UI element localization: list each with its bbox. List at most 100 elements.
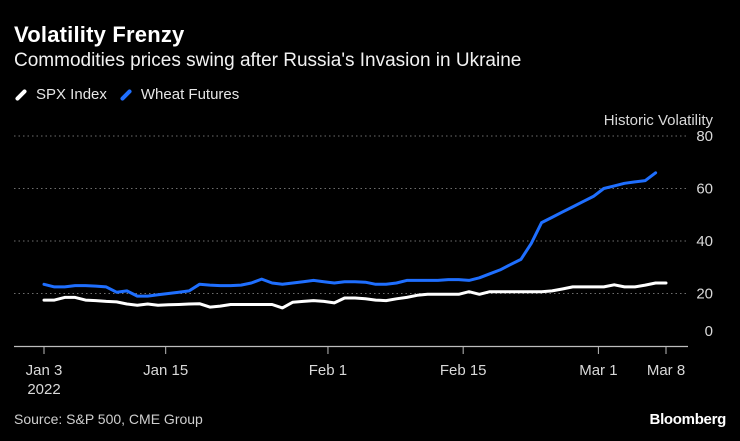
data-point-wheat-futures-26 <box>312 279 315 282</box>
data-point-wheat-futures-29 <box>343 280 346 283</box>
data-point-wheat-futures-8 <box>126 290 128 292</box>
data-point-wheat-futures-4 <box>84 284 87 287</box>
data-point-wheat-futures-0 <box>43 283 45 286</box>
data-point-wheat-futures-2 <box>63 286 66 288</box>
data-point-wheat-futures-13 <box>178 291 180 294</box>
data-point-wheat-futures-1 <box>53 286 56 288</box>
chart-subtitle: Commodities prices swing after Russia's … <box>14 50 522 71</box>
data-point-wheat-futures-42 <box>478 277 481 279</box>
data-point-wheat-futures-14 <box>188 290 190 292</box>
data-point-spx-index-41 <box>468 290 470 293</box>
data-point-spx-index-11 <box>157 304 159 307</box>
data-point-spx-index-40 <box>457 293 460 296</box>
data-point-wheat-futures-7 <box>115 291 118 294</box>
data-point-wheat-futures-32 <box>374 283 377 286</box>
data-point-spx-index-48 <box>540 290 543 293</box>
data-point-wheat-futures-33 <box>385 283 387 286</box>
data-point-spx-index-4 <box>84 299 87 301</box>
data-point-wheat-futures-59 <box>654 172 657 174</box>
data-point-wheat-futures-49 <box>551 216 553 219</box>
data-point-spx-index-47 <box>530 290 532 293</box>
data-point-spx-index-33 <box>385 299 387 302</box>
chart-title: Volatility Frenzy <box>14 22 185 47</box>
data-point-spx-index-57 <box>634 286 636 288</box>
source-note: Source: S&P 500, CME Group <box>14 411 203 427</box>
data-point-spx-index-45 <box>509 290 512 293</box>
y-tick-label-20: 20 <box>696 286 713 303</box>
data-point-wheat-futures-24 <box>292 282 294 284</box>
data-point-spx-index-5 <box>95 299 97 302</box>
legend-item-wheat: Wheat Futures <box>119 86 239 103</box>
data-point-wheat-futures-18 <box>229 284 232 287</box>
data-point-wheat-futures-38 <box>437 279 439 282</box>
data-point-wheat-futures-58 <box>644 179 647 182</box>
data-point-spx-index-6 <box>105 300 107 303</box>
data-point-wheat-futures-30 <box>354 280 356 283</box>
y-tick-label-80: 80 <box>696 128 713 145</box>
legend-label-spx: SPX Index <box>36 86 107 103</box>
data-point-wheat-futures-9 <box>136 295 139 297</box>
data-point-spx-index-22 <box>271 303 273 306</box>
data-point-wheat-futures-47 <box>530 242 532 245</box>
data-point-wheat-futures-22 <box>271 282 273 284</box>
data-point-wheat-futures-31 <box>364 281 367 284</box>
data-point-spx-index-19 <box>240 303 242 306</box>
data-point-spx-index-8 <box>126 303 128 305</box>
data-point-spx-index-50 <box>561 288 564 290</box>
data-point-spx-index-1 <box>53 299 56 301</box>
data-point-wheat-futures-11 <box>157 294 159 296</box>
data-point-wheat-futures-28 <box>333 282 336 284</box>
data-point-wheat-futures-36 <box>416 279 419 282</box>
data-point-wheat-futures-34 <box>395 282 398 284</box>
data-point-spx-index-55 <box>613 284 615 286</box>
x-tick-label-jan-15: Jan 15 <box>143 362 188 379</box>
data-point-wheat-futures-23 <box>281 283 284 286</box>
data-point-spx-index-25 <box>302 300 305 303</box>
data-point-wheat-futures-52 <box>582 200 584 203</box>
x-tick-sublabel-year: 2022 <box>27 381 60 398</box>
data-point-spx-index-32 <box>374 299 377 301</box>
data-point-spx-index-29 <box>343 297 346 299</box>
data-point-spx-index-34 <box>395 298 398 300</box>
x-tick-label-feb-15: Feb 15 <box>440 362 487 379</box>
data-point-spx-index-44 <box>499 290 501 293</box>
data-point-spx-index-7 <box>115 301 118 303</box>
data-point-wheat-futures-19 <box>240 284 242 286</box>
data-point-wheat-futures-3 <box>74 284 76 287</box>
legend-item-spx: SPX Index <box>14 86 107 103</box>
data-point-wheat-futures-10 <box>146 295 149 297</box>
x-tick-label-jan-3: Jan 3 <box>26 362 63 379</box>
data-point-spx-index-53 <box>592 286 595 288</box>
data-point-spx-index-52 <box>582 286 584 288</box>
data-point-wheat-futures-25 <box>302 280 305 283</box>
data-point-wheat-futures-48 <box>540 221 543 224</box>
x-tick-label-feb-1: Feb 1 <box>309 362 347 379</box>
data-point-spx-index-43 <box>489 290 491 293</box>
data-point-wheat-futures-51 <box>571 206 574 208</box>
bloomberg-logo: Bloomberg <box>649 411 727 428</box>
data-point-spx-index-59 <box>654 282 657 284</box>
data-point-spx-index-14 <box>188 303 190 305</box>
data-point-spx-index-38 <box>437 293 439 296</box>
data-point-spx-index-60 <box>665 282 667 284</box>
x-tick-label-mar-1: Mar 1 <box>579 362 617 379</box>
legend: SPX Index Wheat Futures <box>14 86 251 103</box>
data-point-spx-index-13 <box>178 303 180 306</box>
data-point-wheat-futures-37 <box>426 279 429 282</box>
data-point-spx-index-36 <box>416 294 419 297</box>
data-point-spx-index-46 <box>520 290 522 293</box>
data-point-spx-index-28 <box>333 302 336 304</box>
data-point-spx-index-51 <box>571 286 574 288</box>
data-point-spx-index-49 <box>551 290 553 292</box>
data-point-wheat-futures-20 <box>250 282 253 284</box>
data-point-spx-index-56 <box>623 286 626 288</box>
data-point-wheat-futures-56 <box>623 182 626 185</box>
data-point-wheat-futures-17 <box>219 284 221 287</box>
data-point-spx-index-23 <box>281 307 284 309</box>
data-point-wheat-futures-53 <box>592 195 595 198</box>
data-point-spx-index-31 <box>364 298 367 300</box>
data-point-spx-index-21 <box>260 303 263 306</box>
series-line-wheat-futures <box>42 171 658 298</box>
data-point-wheat-futures-41 <box>468 279 470 282</box>
